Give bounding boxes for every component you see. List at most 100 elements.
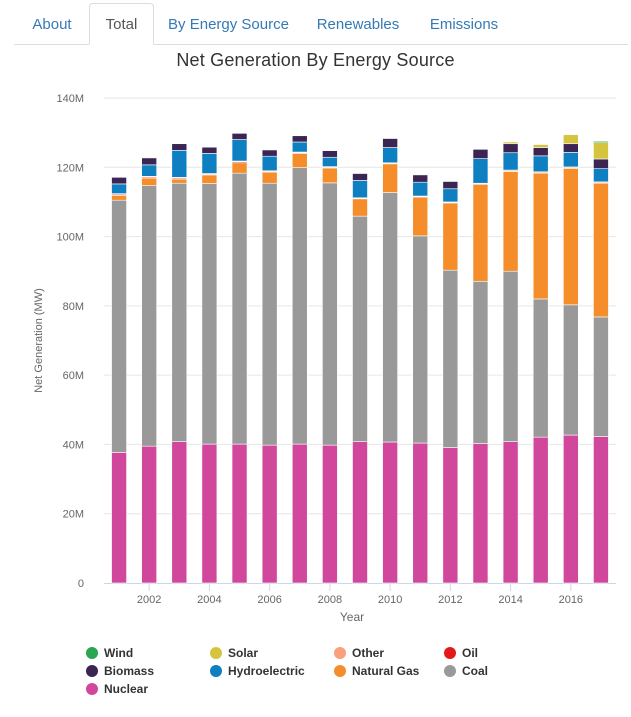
legend-item-biomass[interactable]: Biomass (86, 662, 154, 680)
legend-item-oil[interactable]: Oil (444, 644, 478, 662)
bar-segment-natural-gas (532, 172, 549, 300)
bar-segment-natural-gas (111, 195, 127, 201)
y-tick-label: 0 (78, 578, 84, 590)
bar-segment-nuclear (322, 444, 338, 584)
y-tick-label: 60M (63, 370, 84, 382)
legend-swatch (334, 647, 346, 659)
bar-segment-coal (111, 199, 127, 453)
bar-segment-solar (593, 142, 609, 160)
tab-about[interactable]: About (32, 16, 72, 33)
bar-segment-coal (472, 280, 489, 444)
bar-segment-hydroelectric (322, 156, 338, 167)
bar-segment-natural-gas (291, 153, 308, 168)
bar-segment-coal (442, 269, 459, 448)
x-tick-label: 2006 (257, 594, 281, 606)
legend-label: Solar (228, 646, 259, 660)
tab-total[interactable]: Total (89, 3, 154, 45)
chart-title: Net Generation By Energy Source (176, 50, 455, 70)
legend-swatch (444, 665, 456, 677)
bar-segment-hydroelectric (171, 150, 188, 178)
legend-swatch (86, 665, 98, 677)
bar-segment-coal (352, 215, 368, 442)
tab-renewables[interactable]: Renewables (316, 16, 400, 33)
bar-segment-biomass (502, 143, 519, 154)
bar-segment-hydroelectric (532, 155, 549, 173)
bar-segment-biomass (261, 149, 278, 157)
bar-segment-hydroelectric (291, 141, 308, 153)
bar-segment-coal (201, 183, 218, 445)
legend-item-solar[interactable]: Solar (210, 644, 258, 662)
bar-segment-hydroelectric (593, 168, 609, 183)
legend-label: Coal (462, 664, 489, 678)
y-axis-title: Net Generation (MW) (33, 288, 45, 393)
legend-item-coal[interactable]: Coal (444, 662, 488, 680)
legend-swatch (86, 647, 98, 659)
bar-segment-solar (532, 144, 549, 148)
bar-segment-coal (532, 298, 549, 438)
tab-emissions[interactable]: Emissions (429, 16, 499, 33)
bar-segment-nuclear (472, 443, 489, 584)
x-tick-label: 2002 (137, 594, 161, 606)
bar-segment-nuclear (171, 441, 188, 584)
legend-label: Wind (104, 646, 134, 660)
bar-segment-natural-gas (412, 196, 429, 237)
legend-item-natural-gas[interactable]: Natural Gas (334, 662, 419, 680)
bar-segment-biomass (382, 138, 398, 148)
legend-item-hydroelectric[interactable]: Hydroelectric (210, 662, 305, 680)
bar-segment-coal (502, 270, 519, 442)
legend-label: Hydroelectric (228, 664, 305, 678)
bar-segment-biomass (231, 133, 248, 140)
bar-segment-natural-gas (322, 167, 338, 184)
tab-by-energy-source[interactable]: By Energy Source (168, 16, 289, 33)
bar-segment-nuclear (382, 441, 398, 584)
bar-segment-hydroelectric (442, 188, 459, 203)
bar-segment-nuclear (111, 452, 127, 584)
bar-segment-biomass (201, 146, 218, 154)
legend-item-wind[interactable]: Wind (86, 644, 133, 662)
bar-segment-wind (593, 141, 609, 143)
bar-segment-natural-gas (352, 198, 368, 217)
y-tick-label: 140M (56, 93, 84, 105)
y-tick-label: 120M (56, 162, 84, 174)
y-tick-label: 100M (56, 232, 84, 244)
bar-segment-biomass (171, 143, 188, 151)
bar-segment-natural-gas (593, 182, 609, 318)
bar-segment-coal (141, 185, 157, 447)
y-tick-label: 20M (63, 509, 84, 521)
legend-swatch (210, 647, 222, 659)
bar-segment-hydroelectric (261, 155, 278, 172)
bar-segment-natural-gas (502, 171, 519, 272)
tab-bar-divider (14, 44, 628, 45)
bar-segment-natural-gas (201, 174, 218, 184)
bar-segment-biomass (141, 157, 157, 166)
bar-segment-coal (261, 182, 278, 446)
x-axis-title: Year (340, 610, 364, 624)
bar-segment-hydroelectric (382, 147, 398, 164)
x-tick-label: 2014 (498, 594, 522, 606)
bar-segment-biomass (352, 173, 368, 181)
bar-segment-natural-gas (472, 183, 489, 282)
y-tick-label: 80M (63, 301, 84, 313)
legend-item-other[interactable]: Other (334, 644, 384, 662)
bar-segment-natural-gas (442, 202, 459, 271)
bar-segment-hydroelectric (502, 152, 519, 171)
legend-swatch (210, 665, 222, 677)
bar-segment-biomass (111, 177, 127, 185)
bar-segment-biomass (593, 158, 609, 169)
bar-segment-nuclear (442, 447, 459, 584)
bar-segment-coal (563, 304, 579, 436)
bar-segment-hydroelectric (412, 181, 429, 197)
bar-segment-biomass (412, 174, 429, 183)
legend-label: Other (352, 646, 385, 660)
bar-segment-natural-gas (231, 162, 248, 174)
legend-item-nuclear[interactable]: Nuclear (86, 680, 148, 698)
bar-segment-natural-gas (261, 171, 278, 184)
y-tick-label: 40M (63, 439, 84, 451)
bar-segment-coal (171, 182, 188, 442)
x-tick-label: 2012 (438, 594, 462, 606)
bar-segment-nuclear (141, 445, 157, 584)
bar-segment-natural-gas (171, 178, 188, 184)
bar-segment-solar (502, 141, 519, 145)
bar-segment-nuclear (291, 443, 308, 584)
legend-label: Oil (462, 646, 479, 660)
